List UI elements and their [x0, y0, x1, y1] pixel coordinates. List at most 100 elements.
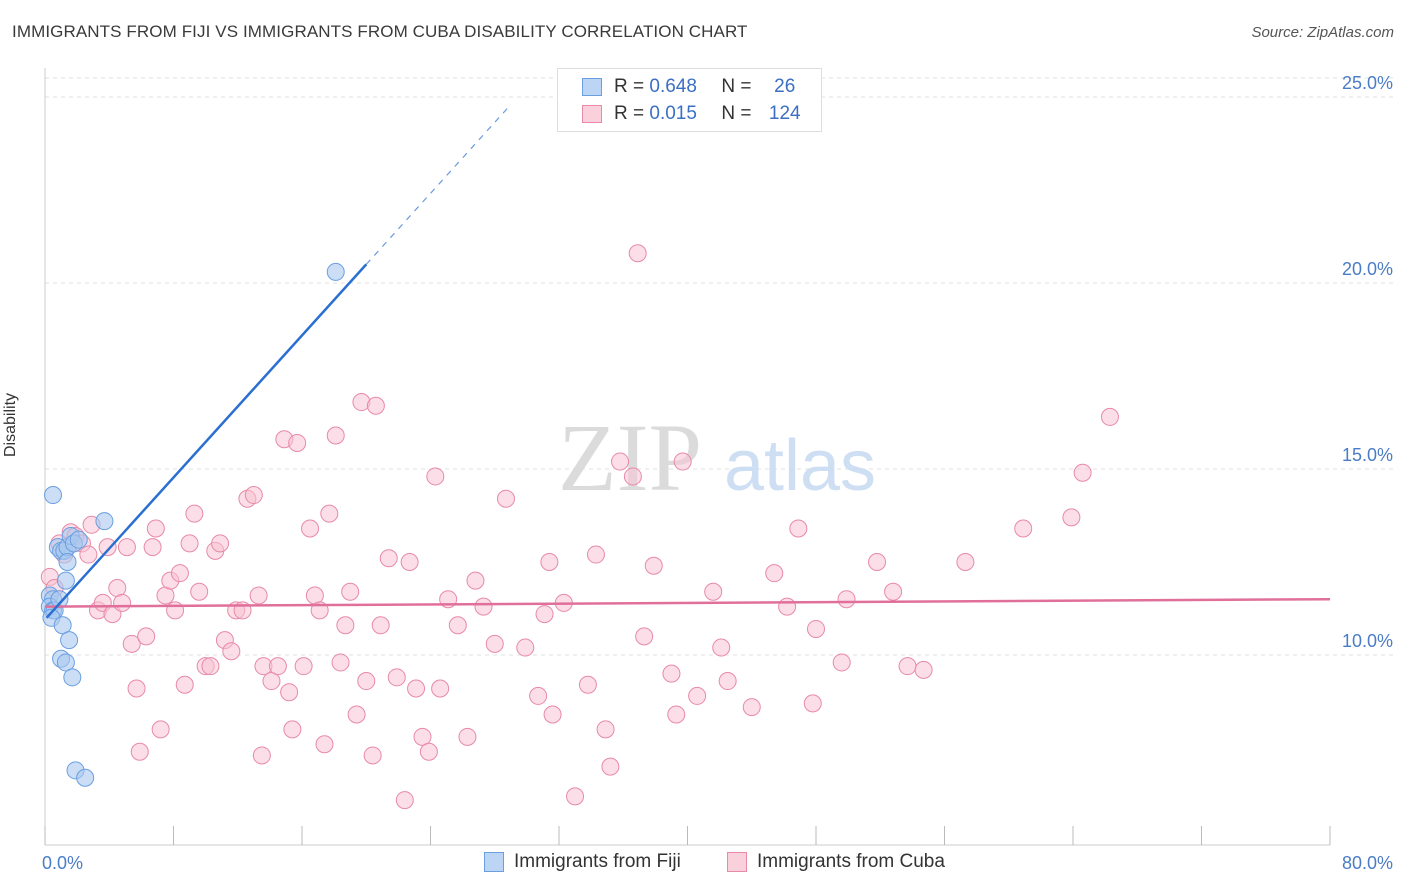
cuba-point: [185, 504, 204, 523]
cuba-point: [262, 672, 281, 691]
cuba-point: [623, 467, 642, 486]
cuba-point: [431, 679, 450, 698]
cuba-point: [466, 571, 485, 590]
cuba-point: [426, 467, 445, 486]
source-label: Source: ZipAtlas.com: [1251, 24, 1394, 41]
cuba-point: [667, 705, 686, 724]
cuba-r-label: R =: [614, 103, 650, 124]
cuba-points: [40, 244, 1119, 810]
cuba-point: [807, 619, 825, 638]
bottom-legend-fiji: Immigrants from Fiji: [484, 851, 681, 873]
cuba-point: [268, 657, 287, 676]
cuba-n-value: 124: [768, 103, 801, 124]
legend-row-cuba: R = 0.015 N = 124: [582, 102, 813, 126]
legend-row-fiji: R = 0.648 N = 26: [582, 75, 813, 99]
cuba-point: [789, 519, 808, 538]
fiji-swatch: [582, 78, 602, 96]
cuba-point: [130, 742, 149, 761]
cuba-point: [596, 720, 615, 739]
y-tick-label: 15.0%: [1342, 445, 1393, 465]
fiji-point: [60, 631, 79, 650]
y-tick-label: 20.0%: [1342, 259, 1393, 279]
cuba-point: [1062, 508, 1081, 527]
cuba-point: [108, 579, 127, 598]
cuba-point: [419, 742, 438, 761]
cuba-r-value: 0.015: [649, 103, 697, 124]
fiji-n-label: N =: [721, 76, 757, 97]
cuba-point: [635, 627, 654, 646]
cuba-point: [252, 746, 271, 765]
cuba-point: [601, 757, 620, 776]
cuba-point: [122, 634, 141, 653]
bottom-fiji-swatch: [484, 852, 504, 872]
cuba-point: [146, 519, 165, 538]
cuba-n-label: N =: [721, 103, 757, 124]
cuba-point: [458, 727, 477, 746]
cuba-point: [190, 582, 209, 601]
cuba-point: [395, 791, 414, 810]
cuba-point: [540, 553, 559, 571]
cuba-point: [718, 672, 737, 691]
bottom-cuba-label: Immigrants from Cuba: [757, 851, 945, 872]
cuba-point: [485, 634, 504, 653]
cuba-point: [474, 597, 493, 616]
cuba-point: [832, 653, 851, 672]
cuba-point: [1073, 463, 1092, 482]
fiji-points: [40, 262, 345, 787]
trend-lines: [44, 104, 1331, 619]
cuba-point: [371, 616, 390, 635]
cuba-point: [315, 735, 334, 754]
fiji-r-value: 0.648: [649, 76, 697, 97]
cuba-point: [742, 698, 761, 717]
fiji-point: [44, 486, 63, 505]
correlation-legend: R = 0.648 N = 26 R = 0.015 N = 124: [557, 68, 822, 132]
cuba-point: [496, 489, 515, 508]
fiji-point: [63, 668, 82, 687]
cuba-point: [222, 642, 241, 661]
fiji-trend-extension: [365, 104, 512, 265]
cuba-point: [98, 538, 117, 557]
cuba-point: [320, 504, 339, 523]
fiji-point: [53, 616, 72, 635]
cuba-point: [914, 660, 933, 679]
cuba-point: [170, 564, 189, 583]
fiji-point: [95, 512, 114, 531]
cuba-point: [294, 657, 313, 676]
cuba-point: [166, 601, 185, 620]
cuba-point: [712, 638, 731, 657]
tick-labels: 10.0% 15.0% 20.0% 25.0% 0.0% 80.0%: [42, 73, 1393, 873]
cuba-swatch: [582, 105, 602, 123]
cuba-point: [143, 538, 162, 557]
cuba-point: [765, 564, 784, 583]
cuba-point: [543, 705, 562, 724]
cuba-point: [535, 605, 554, 624]
cuba-point: [529, 686, 548, 705]
cuba-point: [117, 538, 136, 557]
fiji-point: [58, 553, 77, 571]
cuba-point: [704, 582, 723, 601]
cuba-point: [868, 553, 887, 571]
cuba-point: [387, 668, 406, 687]
cuba-point: [341, 582, 360, 601]
cuba-point: [326, 426, 345, 445]
x-tick-label-min: 0.0%: [42, 853, 83, 873]
fiji-n-value: 26: [774, 76, 796, 97]
cuba-point: [884, 582, 903, 601]
cuba-point: [956, 553, 975, 571]
cuba-point: [244, 486, 263, 505]
cuba-point: [113, 593, 132, 612]
cuba-point: [180, 534, 199, 553]
cuba-point: [644, 556, 663, 575]
cuba-point: [407, 679, 426, 698]
cuba-point: [336, 616, 355, 635]
x-tick-label-max: 80.0%: [1342, 853, 1393, 873]
cuba-point: [347, 705, 366, 724]
cuba-point: [305, 586, 324, 605]
fiji-trend-line: [45, 263, 368, 619]
cuba-point: [778, 597, 797, 616]
cuba-point: [586, 545, 605, 564]
bottom-fiji-label: Immigrants from Fiji: [514, 851, 681, 872]
cuba-point: [566, 787, 585, 806]
cuba-point: [673, 452, 692, 471]
